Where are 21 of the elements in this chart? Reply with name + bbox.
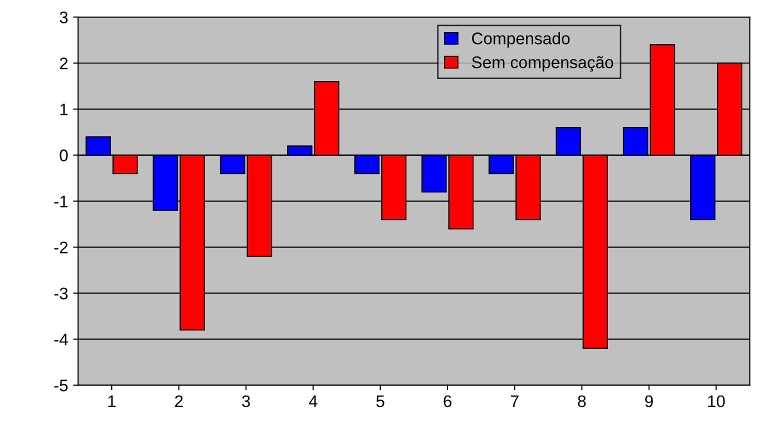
y-tick-label: 0 (60, 150, 68, 162)
x-tick-label: 10 (708, 395, 725, 408)
legend-label: Sem compensação (472, 56, 614, 72)
x-tick-label: 8 (578, 395, 586, 408)
y-tick-label: -4 (54, 334, 68, 346)
legend-label: Compensado (472, 32, 570, 48)
y-tick-label: -2 (54, 242, 68, 254)
x-tick-label: 9 (645, 395, 653, 408)
y-tick-label: -5 (54, 380, 68, 392)
x-tick-label: 4 (308, 396, 318, 407)
y-tick-label: -3 (54, 288, 68, 300)
x-tick-label: 3 (242, 395, 250, 408)
x-tick-label: 7 (510, 396, 518, 407)
x-tick-label: 6 (444, 395, 452, 408)
y-tick-label: 3 (60, 12, 68, 24)
x-tick-label: 2 (175, 395, 183, 407)
x-tick-label: 1 (108, 396, 116, 407)
y-tick-label: -1 (54, 196, 68, 208)
x-tick-label: 5 (376, 396, 384, 408)
y-tick-label: 2 (60, 58, 68, 70)
y-tick-label: 1 (60, 104, 68, 116)
